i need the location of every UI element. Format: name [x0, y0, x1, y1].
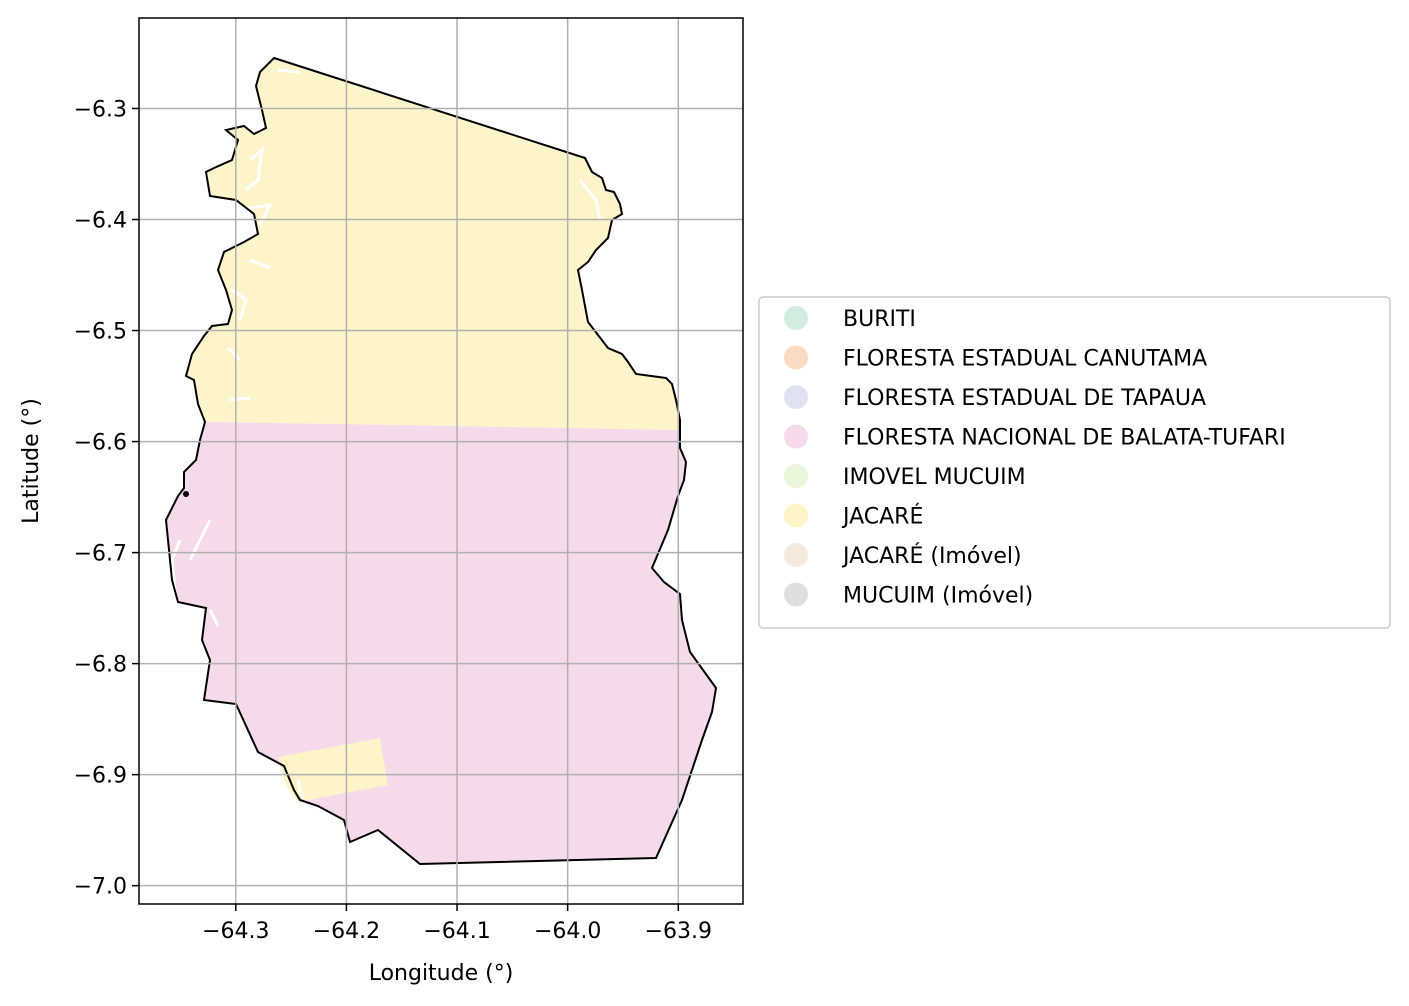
y-tick-label: −6.7: [74, 542, 127, 567]
x-tick-label: −64.1: [423, 919, 490, 944]
legend-label: BURITI: [843, 307, 916, 332]
legend-label: JACARÉ: [841, 504, 923, 530]
legend-marker: [784, 543, 808, 567]
region-boundary: [164, 56, 718, 866]
region-jacare-south: [278, 738, 388, 802]
legend-marker: [784, 385, 808, 409]
legend-label: FLORESTA ESTADUAL CANUTAMA: [843, 347, 1207, 372]
y-tick-label: −6.8: [74, 653, 127, 678]
region-jacare-north: [186, 58, 680, 430]
y-tick-label: −6.5: [74, 320, 127, 345]
legend-marker: [784, 582, 808, 607]
legend-marker: [784, 503, 808, 528]
y-tick-label: −6.9: [74, 764, 127, 789]
map-regions: [164, 56, 718, 866]
legend-box: [758, 296, 1391, 629]
y-tick-label: −6.4: [74, 209, 127, 234]
legend-label: FLORESTA ESTADUAL DE TAPAUA: [843, 386, 1206, 411]
legend: BURITI FLORESTA ESTADUAL CANUTAMA FLORESTA…: [758, 296, 1391, 629]
legend-marker: [784, 345, 808, 370]
x-tick-label: −64.0: [534, 919, 601, 944]
x-tick-label: −63.9: [645, 919, 712, 944]
legend-items: BURITI FLORESTA ESTADUAL CANUTAMA FLORESTA…: [784, 306, 1286, 609]
legend-label: JACARÉ (Imóvel): [841, 543, 1022, 569]
y-tick-label: −7.0: [74, 875, 127, 900]
y-axis-ticks: −6.3 −6.4 −6.5 −6.6 −6.7 −6.8 −6.9 −7.0: [74, 97, 139, 900]
axes-frame: [138, 17, 744, 905]
legend-marker: [784, 306, 808, 330]
x-axis-label: Longitude (°): [369, 961, 514, 986]
legend-marker: [784, 464, 808, 488]
y-axis-label: Latitude (°): [19, 398, 44, 524]
legend-label: MUCUIM (Imóvel): [843, 584, 1033, 609]
y-tick-label: −6.3: [74, 97, 127, 122]
river-traces: [170, 68, 602, 799]
legend-label: IMOVEL MUCUIM: [843, 465, 1026, 490]
y-tick-label: −6.6: [74, 431, 127, 456]
grid-lines: [139, 18, 743, 904]
legend-label: FLORESTA NACIONAL DE BALATA-TUFARI: [843, 426, 1286, 451]
x-tick-label: −64.2: [313, 919, 380, 944]
x-tick-label: −64.3: [202, 919, 269, 944]
x-axis-ticks: −64.3 −64.2 −64.1 −64.0 −63.9: [202, 904, 712, 944]
legend-marker: [784, 424, 808, 449]
point-marker: [183, 491, 189, 497]
